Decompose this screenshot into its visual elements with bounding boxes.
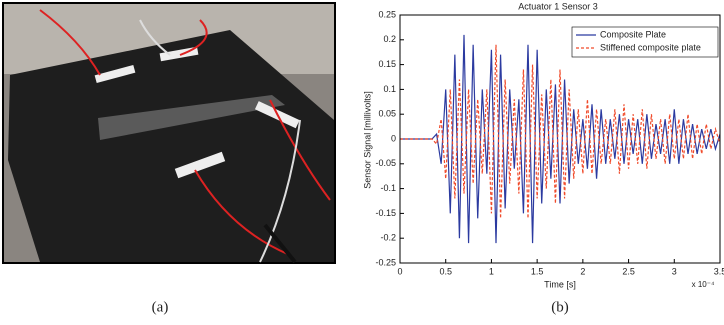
y-tick-label: -0.1: [380, 183, 396, 193]
wire: [39, 9, 331, 256]
plate: [8, 30, 334, 262]
legend-box: [571, 26, 719, 58]
y-axis-label: Sensor Signal [millivolts]: [362, 91, 372, 189]
x-axis-label: Time [s]: [544, 279, 576, 289]
legend-label: Composite Plate: [600, 29, 666, 39]
x-tick-label: 0.5: [439, 266, 452, 276]
y-tick-label: 0.2: [383, 34, 396, 44]
y-tick-label: -0.15: [375, 208, 396, 218]
photo: [2, 2, 336, 264]
slot: [98, 95, 285, 140]
series-line: [400, 34, 721, 244]
wire: [139, 19, 301, 263]
x-tick-label: 2: [580, 266, 585, 276]
x-tick-label: 3.5: [714, 266, 724, 276]
y-tick-label: -0.2: [380, 233, 396, 243]
x-tick-label: 1.5: [531, 266, 544, 276]
sensor-strip: [94, 64, 136, 84]
y-tick-label: 0.1: [383, 84, 396, 94]
caption: (a): [152, 299, 169, 315]
y-tick-label: -0.05: [375, 158, 396, 168]
x-tick-label: 2.5: [622, 266, 635, 276]
legend-label: Stiffened composite plate: [600, 42, 701, 52]
y-tick-label: 0.25: [378, 9, 396, 19]
sensor-strip: [174, 151, 226, 179]
series-line: [400, 44, 721, 219]
y-tick-label: 0: [391, 133, 396, 143]
x-scale-label: x 10⁻⁴: [692, 280, 715, 289]
y-tick-label: 0.05: [378, 109, 396, 119]
x-tick-label: 3: [672, 266, 677, 276]
plot-frame: [399, 14, 721, 264]
x-tick-label: 1: [489, 266, 494, 276]
caption: (b): [551, 299, 569, 315]
y-tick-label: -0.25: [375, 257, 396, 267]
wire: [263, 223, 297, 264]
y-tick-label: 0.15: [378, 59, 396, 69]
x-tick-label: 0: [397, 266, 402, 276]
chart: Actuator 1 Sensor 3 Time [s] x 10⁻⁴ Sens…: [362, 1, 715, 289]
chart-title: Actuator 1 Sensor 3: [518, 1, 598, 11]
